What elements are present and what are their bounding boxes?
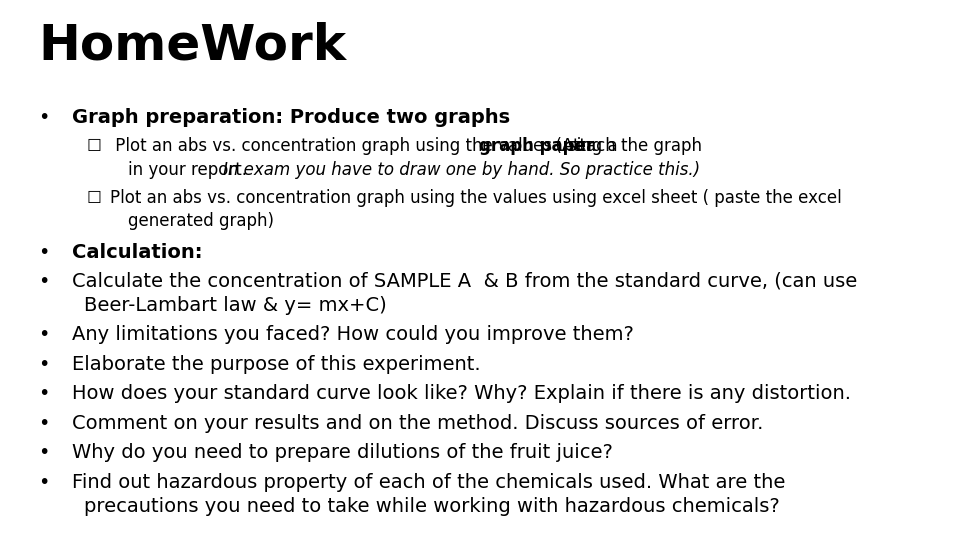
Text: Graph preparation: Produce two graphs: Graph preparation: Produce two graphs <box>72 108 510 127</box>
Text: Plot an abs vs. concentration graph using the values using a: Plot an abs vs. concentration graph usin… <box>110 138 623 156</box>
Text: Why do you need to prepare dilutions of the fruit juice?: Why do you need to prepare dilutions of … <box>72 443 612 462</box>
Text: •: • <box>38 384 50 403</box>
Text: HomeWork: HomeWork <box>38 22 347 70</box>
Text: Elaborate the purpose of this experiment.: Elaborate the purpose of this experiment… <box>72 355 481 374</box>
Text: •: • <box>38 472 50 492</box>
Text: . (Attach the graph: . (Attach the graph <box>545 138 702 156</box>
Text: Beer-Lambart law & y= mx+C): Beer-Lambart law & y= mx+C) <box>84 296 386 315</box>
Text: •: • <box>38 325 50 345</box>
Text: in your report.: in your report. <box>128 160 252 179</box>
Text: Any limitations you faced? How could you improve them?: Any limitations you faced? How could you… <box>72 325 634 345</box>
Text: •: • <box>38 108 50 127</box>
Text: In exam you have to draw one by hand. So practice this.): In exam you have to draw one by hand. So… <box>223 160 700 179</box>
Text: •: • <box>38 443 50 462</box>
Text: generated graph): generated graph) <box>128 212 274 230</box>
Text: graph paper: graph paper <box>479 138 594 156</box>
Text: precautions you need to take while working with hazardous chemicals?: precautions you need to take while worki… <box>84 497 780 516</box>
Text: •: • <box>38 355 50 374</box>
Text: ☐: ☐ <box>86 138 101 156</box>
Text: ☐: ☐ <box>86 188 101 207</box>
Text: Plot an abs vs. concentration graph using the values using excel sheet ( paste t: Plot an abs vs. concentration graph usin… <box>110 188 842 207</box>
Text: Find out hazardous property of each of the chemicals used. What are the: Find out hazardous property of each of t… <box>72 472 785 492</box>
Text: Calculation:: Calculation: <box>72 242 203 261</box>
Text: •: • <box>38 414 50 433</box>
Text: Calculate the concentration of SAMPLE A  & B from the standard curve, (can use: Calculate the concentration of SAMPLE A … <box>72 272 857 291</box>
Text: •: • <box>38 272 50 291</box>
Text: How does your standard curve look like? Why? Explain if there is any distortion.: How does your standard curve look like? … <box>72 384 851 403</box>
Text: Comment on your results and on the method. Discuss sources of error.: Comment on your results and on the metho… <box>72 414 763 433</box>
Text: •: • <box>38 242 50 261</box>
